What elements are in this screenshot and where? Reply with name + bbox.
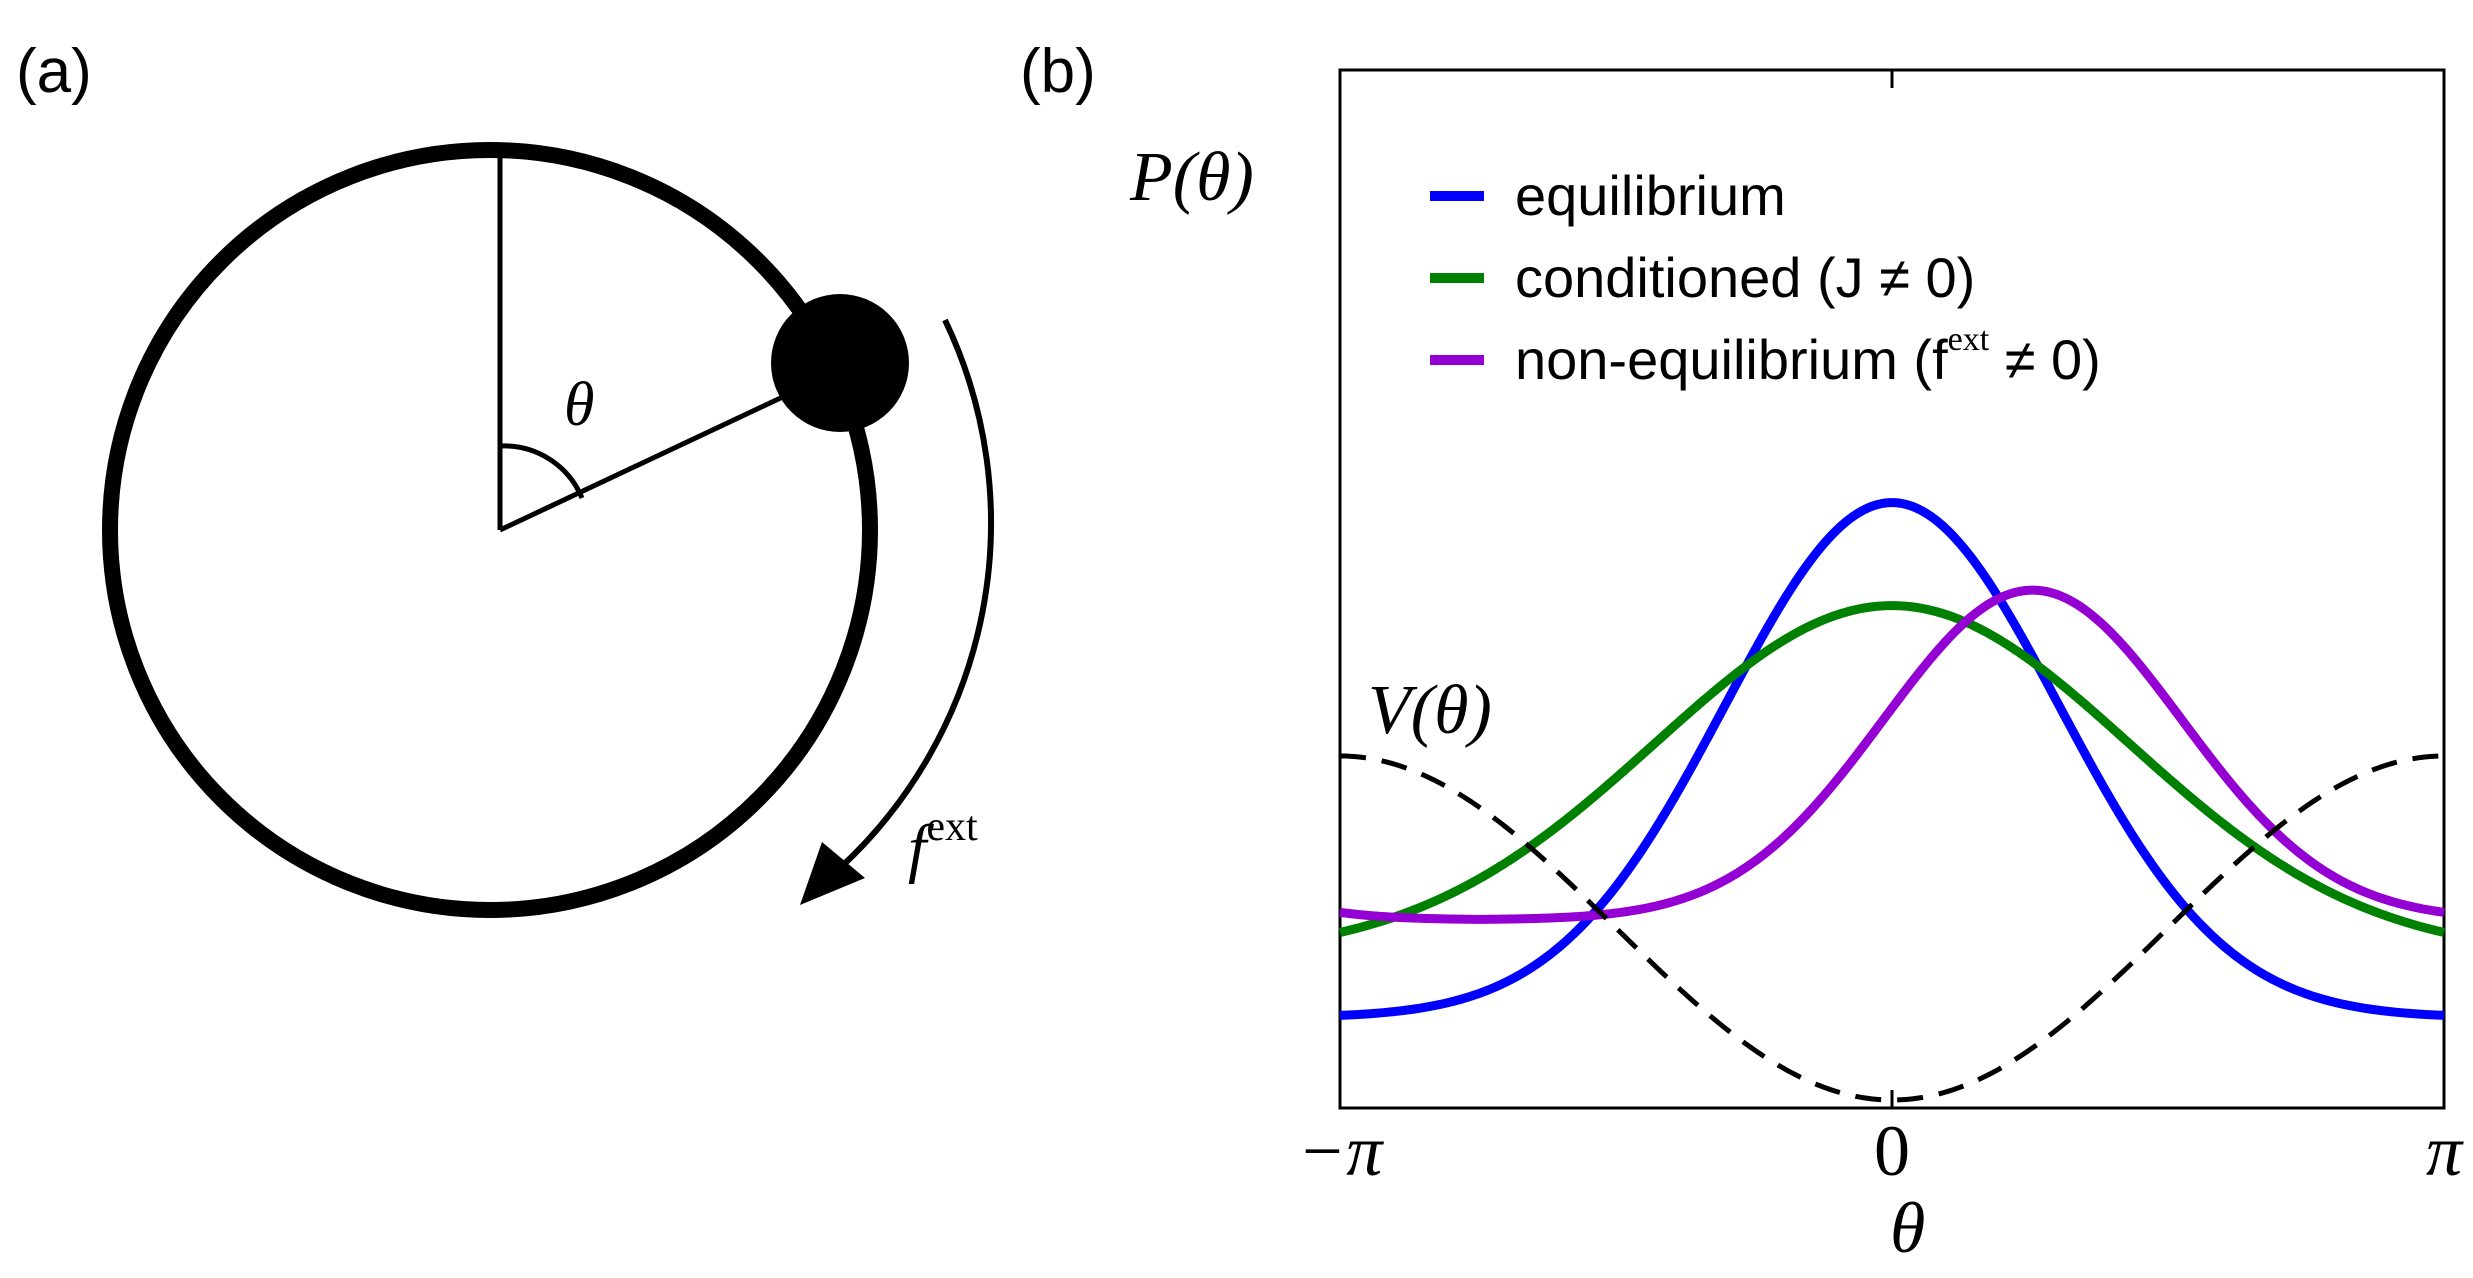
panel-b: (b) −π 0 π P(θ) V(θ) θ equilibrium conditi…: [1020, 37, 2464, 1268]
panel-a-label: (a): [16, 37, 92, 106]
x-tick-label: 0: [1874, 1111, 1910, 1191]
series-line-conditioned: [1338, 601, 2446, 937]
legend-label-conditioned: conditioned (J ≠ 0): [1515, 246, 1975, 309]
force-label: fext: [908, 804, 978, 885]
legend-nonequilibrium-sup: ext: [1948, 321, 1990, 358]
potential-label: V(θ): [1368, 672, 1492, 749]
force-arrow-head: [800, 842, 865, 905]
x-tick-label: π: [2426, 1111, 2464, 1191]
legend-label-nonequilibrium: non-equilibrium (fext ≠ 0): [1515, 321, 2101, 391]
force-superscript: ext: [926, 804, 978, 850]
plot-frame: [1338, 68, 2446, 1110]
particle: [771, 294, 909, 432]
x-tick-labels: −π 0 π: [1298, 1111, 2464, 1191]
force-arrow-shaft: [837, 318, 995, 871]
plot-curves: [1338, 498, 2446, 1103]
angle-arc: [499, 443, 585, 499]
ring-track: [102, 142, 878, 918]
legend-nonequilibrium-main: non-equilibrium (f: [1515, 328, 1948, 391]
y-axis-label: P(θ): [1129, 139, 1254, 216]
angle-symbol: θ: [564, 371, 594, 439]
x-tick-marks: [1338, 70, 2446, 1108]
legend: equilibrium conditioned (J ≠ 0) non-equi…: [1430, 164, 2101, 391]
series-line-equilibrium: [1339, 498, 2445, 1020]
x-tick-label: −π: [1298, 1111, 1385, 1191]
panel-a: (a) θ fext: [16, 37, 995, 918]
legend-label-equilibrium: equilibrium: [1515, 164, 1786, 227]
legend-nonequilibrium-tail: ≠ 0): [1989, 328, 2101, 391]
panel-b-label: (b): [1020, 37, 1096, 106]
series-line-nonequilibrium: [1339, 585, 2445, 924]
x-axis-label: θ: [1890, 1188, 1925, 1268]
series-line-potential: [1339, 753, 2445, 1103]
